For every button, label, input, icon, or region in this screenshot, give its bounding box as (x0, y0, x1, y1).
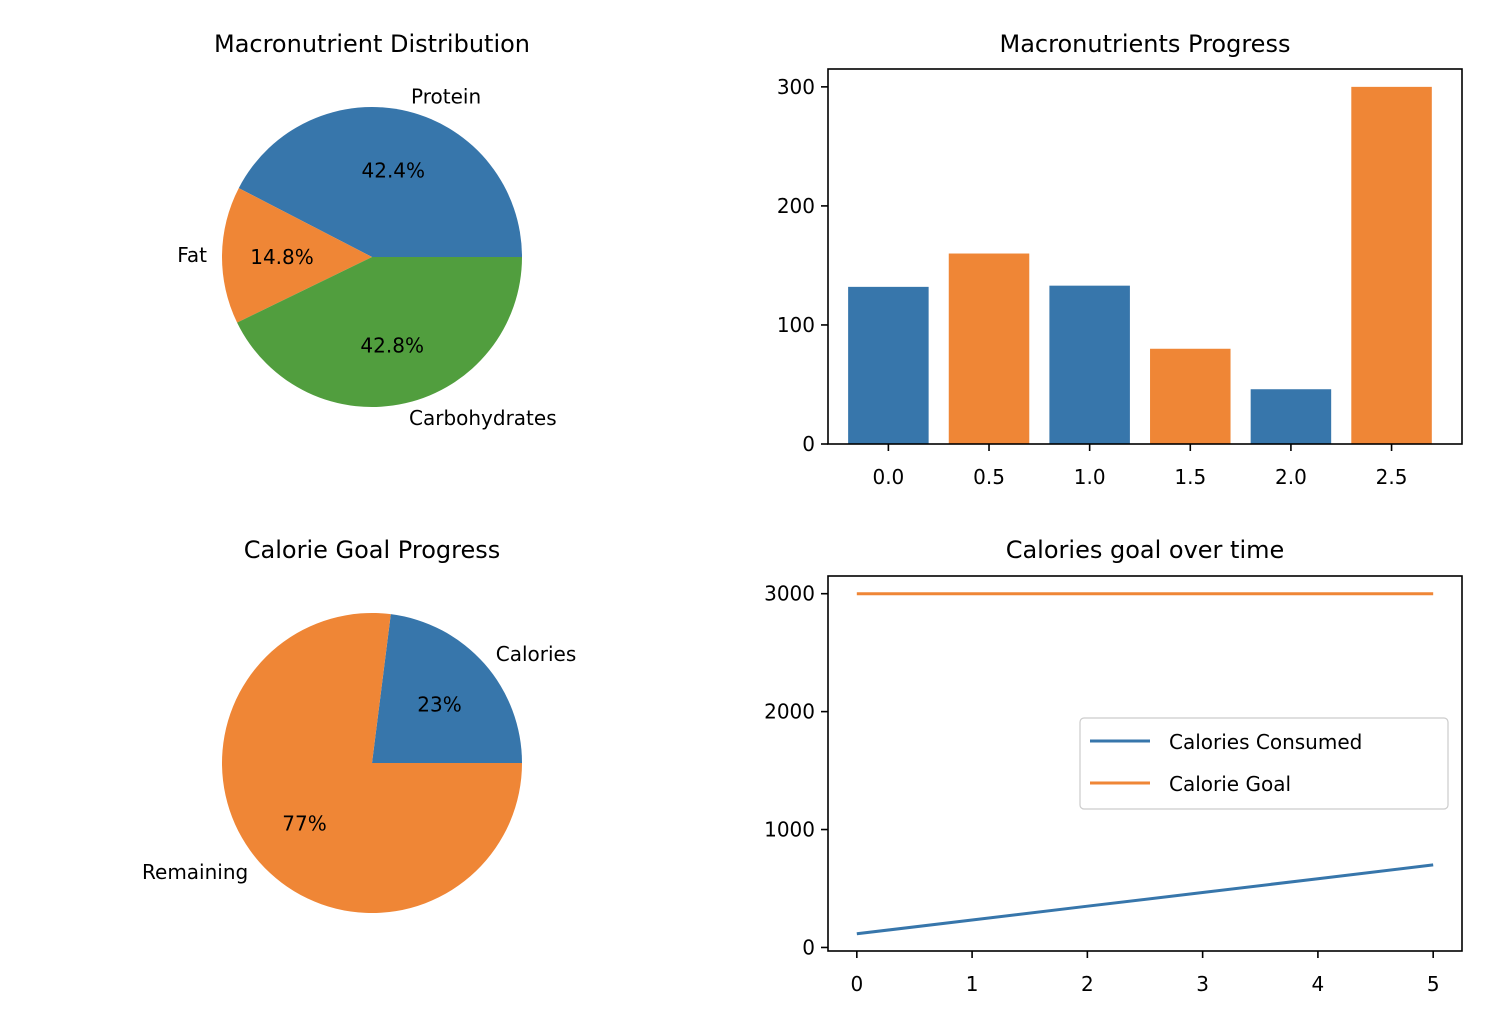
bar (1351, 86, 1432, 444)
bar-ytick-label: 100 (777, 313, 815, 337)
line-ytick-label: 1000 (764, 818, 815, 842)
bar-xtick-label: 0.5 (973, 465, 1005, 489)
pie1-pct-fat: 14.8% (250, 245, 314, 269)
pie2-title: Calorie Goal Progress (244, 536, 500, 564)
pie2-pct-remaining: 77% (282, 812, 326, 836)
line-xtick-label: 5 (1427, 972, 1440, 996)
bar-ytick-label: 0 (802, 432, 815, 456)
bar-xtick-label: 1.5 (1174, 465, 1206, 489)
bar-ytick-label: 300 (777, 75, 815, 99)
pie2-slice-calories (372, 614, 522, 763)
pie1-label-protein: Protein (411, 85, 481, 109)
pie1-slice-fat (222, 188, 372, 323)
pie1-label-carbohydrates: Carbohydrates (409, 406, 557, 430)
line-calories-consumed (856, 863, 1434, 936)
pie2-label-remaining: Remaining (142, 860, 248, 884)
pie1-pct-protein: 42.4% (362, 159, 426, 183)
line-ytick-label: 0 (802, 935, 815, 959)
bar-xtick-label: 2.5 (1376, 465, 1408, 489)
line-ytick-label: 2000 (764, 700, 815, 724)
bar (1049, 285, 1130, 444)
bar-xtick-label: 2.0 (1275, 465, 1307, 489)
bar (848, 286, 929, 444)
bar (1150, 348, 1231, 444)
line-title: Calories goal over time (1006, 536, 1285, 564)
pie2-slice-remaining (222, 613, 523, 914)
line-xtick-label: 3 (1196, 972, 1209, 996)
pie2-label-calories: Calories (496, 642, 577, 666)
legend-label-consumed: Calories Consumed (1169, 730, 1362, 754)
line-axes-frame (827, 575, 1463, 952)
pie1-label-fat: Fat (177, 243, 207, 267)
macronutrients-progress-bar-chart: Macronutrients Progress 0.0 0.5 1.0 1.5 2.0 2… (777, 30, 1463, 489)
bar-xtick-label: 1.0 (1074, 465, 1106, 489)
calorie-goal-progress-pie: Calorie Goal Progress Calories 23% Remaini… (142, 536, 577, 914)
bar-title: Macronutrients Progress (1000, 30, 1291, 58)
bar-axes-frame (827, 68, 1463, 445)
line-xtick-label: 1 (966, 972, 979, 996)
bar (948, 253, 1030, 444)
calories-goal-line-chart: Calories goal over time 0 1 2 3 4 5 0 1000 2000… (764, 536, 1463, 996)
legend-frame (1079, 717, 1449, 810)
pie1-pct-carbohydrates: 42.8% (360, 334, 424, 358)
bar-xtick-label: 0.0 (872, 465, 904, 489)
line-xtick-label: 2 (1081, 972, 1094, 996)
pie1-slice-protein (238, 107, 522, 257)
legend-label-goal: Calorie Goal (1169, 772, 1291, 796)
pie1-slice-carbohydrates (237, 257, 522, 407)
bar (1250, 389, 1332, 444)
macronutrient-distribution-pie: Macronutrient Distribution Protein 42.4% F… (177, 30, 556, 430)
line-xtick-label: 0 (850, 972, 863, 996)
line-ytick-label: 3000 (764, 582, 815, 606)
pie1-title: Macronutrient Distribution (214, 30, 530, 58)
bar-ytick-label: 200 (777, 194, 815, 218)
pie2-pct-calories: 23% (417, 692, 461, 716)
line-legend: Calories Consumed Calorie Goal (1079, 717, 1449, 810)
line-xtick-label: 4 (1312, 972, 1325, 996)
